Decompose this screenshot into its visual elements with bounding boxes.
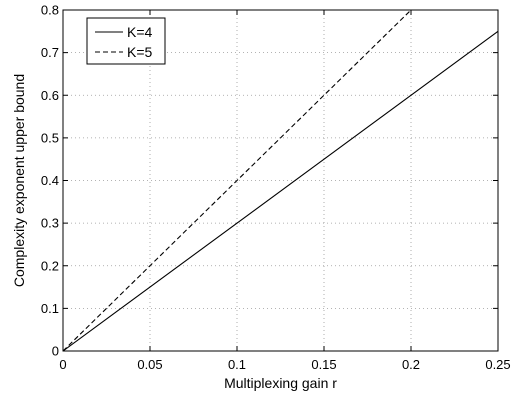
y-tick-label: 0.6 bbox=[41, 88, 59, 103]
y-axis-label: Complexity exponent upper bound bbox=[11, 74, 27, 287]
y-tick-label: 0.7 bbox=[41, 45, 59, 60]
legend-label: K=5 bbox=[127, 44, 153, 60]
legend-label: K=4 bbox=[127, 24, 153, 40]
y-tick-label: 0.8 bbox=[41, 3, 59, 18]
y-tick-label: 0.1 bbox=[41, 301, 59, 316]
series-line-k-5 bbox=[63, 10, 412, 351]
y-tick-label: 0.4 bbox=[41, 173, 59, 188]
series-lines bbox=[63, 10, 498, 351]
x-tick-label: 0.2 bbox=[402, 357, 420, 372]
y-tick-label: 0 bbox=[52, 344, 59, 359]
y-tick-label: 0.2 bbox=[41, 258, 59, 273]
x-tick-label: 0.15 bbox=[311, 357, 336, 372]
legend: K=4K=5 bbox=[86, 17, 166, 65]
axis-ticks bbox=[62, 9, 499, 352]
x-tick-label: 0.1 bbox=[228, 357, 246, 372]
x-tick-labels: 0 0.05 0.1 0.15 0.2 0.25 bbox=[59, 357, 510, 372]
x-tick-label: 0.25 bbox=[485, 357, 510, 372]
y-tick-label: 0.5 bbox=[41, 130, 59, 145]
x-tick-label: 0 bbox=[59, 357, 66, 372]
x-axis-label: Multiplexing gain r bbox=[224, 375, 337, 391]
legend-box bbox=[86, 17, 166, 65]
y-tick-labels: 0 0.1 0.2 0.3 0.4 0.5 0.6 0.7 0.8 bbox=[41, 3, 59, 359]
series-line-k-4 bbox=[63, 30, 498, 351]
x-tick-label: 0.05 bbox=[137, 357, 162, 372]
y-tick-label: 0.3 bbox=[41, 216, 59, 231]
